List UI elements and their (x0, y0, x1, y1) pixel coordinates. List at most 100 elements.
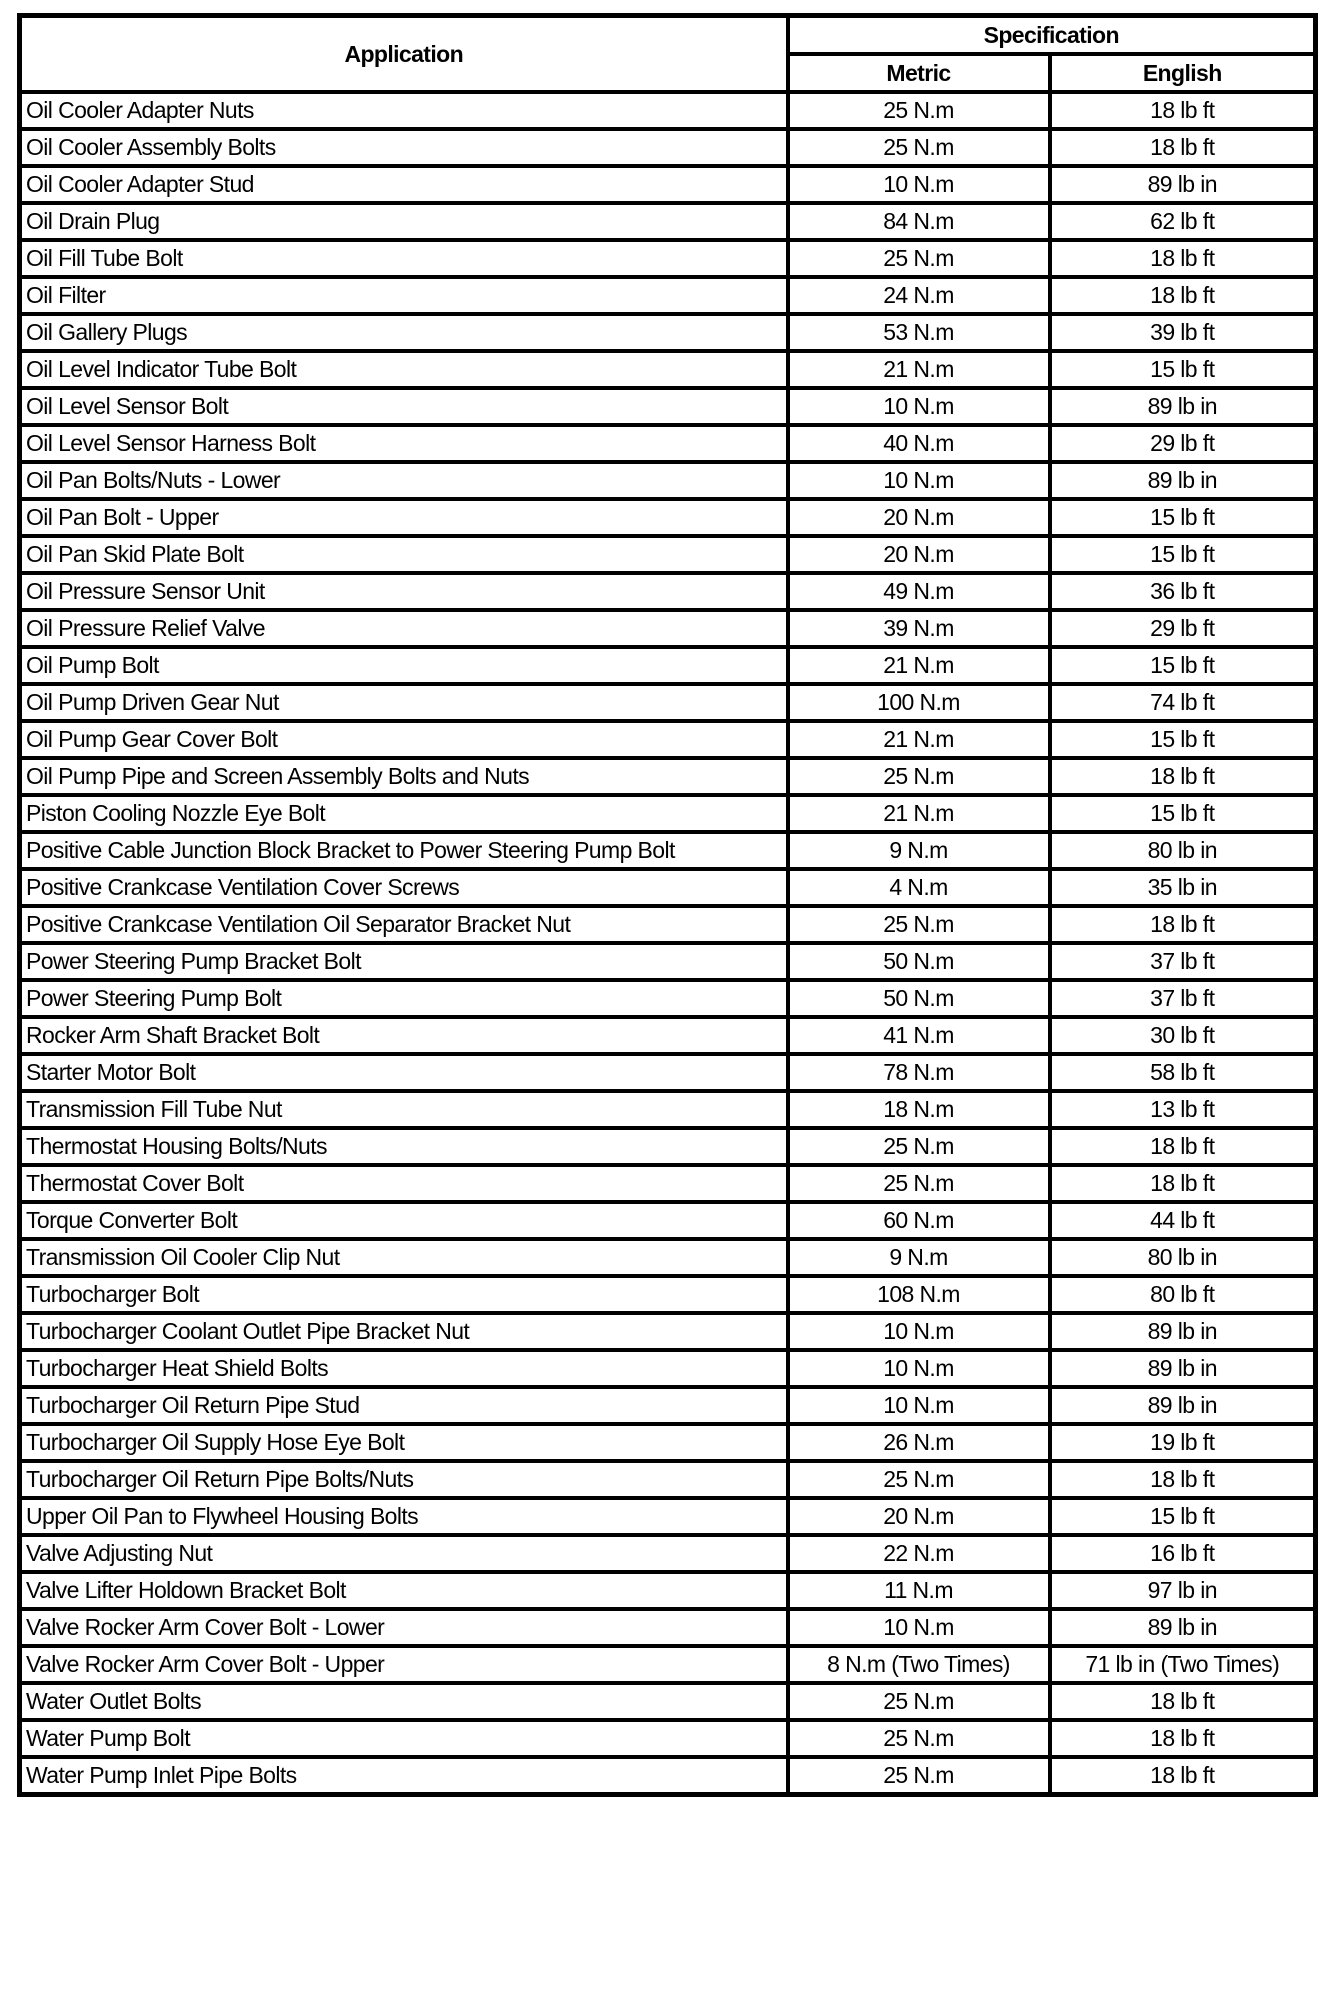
english-cell: 89 lb in (1047, 164, 1318, 205)
table-row: Transmission Oil Cooler Clip Nut 9 N.m 80 … (17, 1237, 1318, 1278)
header-application: Application (17, 13, 790, 94)
english-cell: 15 lb ft (1047, 497, 1318, 538)
english-cell: 15 lb ft (1047, 534, 1318, 575)
table-row: Oil Filter 24 N.m 18 lb ft (17, 275, 1318, 316)
english-cell: 89 lb in (1047, 1385, 1318, 1426)
english-cell: 89 lb in (1047, 1348, 1318, 1389)
table-row: Turbocharger Coolant Outlet Pipe Bracket… (17, 1311, 1318, 1352)
metric-cell: 21 N.m (785, 349, 1052, 390)
application-cell: Oil Cooler Adapter Stud (17, 164, 790, 205)
table-row: Oil Level Sensor Harness Bolt 40 N.m 29 lb… (17, 423, 1318, 464)
metric-cell: 9 N.m (785, 1237, 1052, 1278)
torque-spec-table: Application Specification Metric English… (17, 13, 1318, 1797)
english-cell: 62 lb ft (1047, 201, 1318, 242)
table-row: Torque Converter Bolt 60 N.m 44 lb ft (17, 1200, 1318, 1241)
application-cell: Oil Level Sensor Harness Bolt (17, 423, 790, 464)
application-cell: Upper Oil Pan to Flywheel Housing Bolts (17, 1496, 790, 1537)
metric-cell: 50 N.m (785, 941, 1052, 982)
english-cell: 89 lb in (1047, 460, 1318, 501)
table-row: Water Outlet Bolts 25 N.m 18 lb ft (17, 1681, 1318, 1722)
english-cell: 18 lb ft (1047, 1126, 1318, 1167)
header-specification: Specification (785, 13, 1318, 56)
english-cell: 80 lb in (1047, 830, 1318, 871)
table-row: Oil Level Sensor Bolt 10 N.m 89 lb in (17, 386, 1318, 427)
table-row: Turbocharger Bolt 108 N.m 80 lb ft (17, 1274, 1318, 1315)
metric-cell: 20 N.m (785, 497, 1052, 538)
application-cell: Oil Pump Pipe and Screen Assembly Bolts … (17, 756, 790, 797)
table-row: Turbocharger Oil Return Pipe Stud 10 N.m 8… (17, 1385, 1318, 1426)
table-row: Transmission Fill Tube Nut 18 N.m 13 lb ft (17, 1089, 1318, 1130)
application-cell: Transmission Fill Tube Nut (17, 1089, 790, 1130)
english-cell: 18 lb ft (1047, 127, 1318, 168)
english-cell: 58 lb ft (1047, 1052, 1318, 1093)
metric-cell: 21 N.m (785, 793, 1052, 834)
table-row: Oil Pump Bolt 21 N.m 15 lb ft (17, 645, 1318, 686)
application-cell: Oil Fill Tube Bolt (17, 238, 790, 279)
english-cell: 18 lb ft (1047, 238, 1318, 279)
english-cell: 36 lb ft (1047, 571, 1318, 612)
english-cell: 44 lb ft (1047, 1200, 1318, 1241)
header-english: English (1047, 52, 1318, 94)
table-row: Upper Oil Pan to Flywheel Housing Bolts 2… (17, 1496, 1318, 1537)
english-cell: 97 lb in (1047, 1570, 1318, 1611)
application-cell: Water Outlet Bolts (17, 1681, 790, 1722)
table-row: Oil Pressure Relief Valve 39 N.m 29 lb ft (17, 608, 1318, 649)
metric-cell: 25 N.m (785, 904, 1052, 945)
metric-cell: 25 N.m (785, 1718, 1052, 1759)
table-row: Positive Cable Junction Block Bracket to… (17, 830, 1318, 871)
application-cell: Valve Rocker Arm Cover Bolt - Upper (17, 1644, 790, 1685)
table-row: Piston Cooling Nozzle Eye Bolt 21 N.m 15 l… (17, 793, 1318, 834)
table-row: Oil Pump Driven Gear Nut 100 N.m 74 lb ft (17, 682, 1318, 723)
table-row: Valve Rocker Arm Cover Bolt - Upper 8 N.m… (17, 1644, 1318, 1685)
english-cell: 89 lb in (1047, 1607, 1318, 1648)
table-row: Valve Lifter Holdown Bracket Bolt 11 N.m 9… (17, 1570, 1318, 1611)
application-cell: Positive Crankcase Ventilation Oil Separ… (17, 904, 790, 945)
metric-cell: 10 N.m (785, 460, 1052, 501)
application-cell: Turbocharger Bolt (17, 1274, 790, 1315)
table-row: Valve Adjusting Nut 22 N.m 16 lb ft (17, 1533, 1318, 1574)
english-cell: 37 lb ft (1047, 978, 1318, 1019)
metric-cell: 25 N.m (785, 1126, 1052, 1167)
metric-cell: 53 N.m (785, 312, 1052, 353)
english-cell: 39 lb ft (1047, 312, 1318, 353)
metric-cell: 10 N.m (785, 1607, 1052, 1648)
english-cell: 35 lb in (1047, 867, 1318, 908)
english-cell: 16 lb ft (1047, 1533, 1318, 1574)
application-cell: Piston Cooling Nozzle Eye Bolt (17, 793, 790, 834)
metric-cell: 39 N.m (785, 608, 1052, 649)
english-cell: 80 lb ft (1047, 1274, 1318, 1315)
metric-cell: 10 N.m (785, 1385, 1052, 1426)
metric-cell: 84 N.m (785, 201, 1052, 242)
application-cell: Oil Pump Driven Gear Nut (17, 682, 790, 723)
table-row: Water Pump Inlet Pipe Bolts 25 N.m 18 lb f… (17, 1755, 1318, 1797)
table-row: Thermostat Housing Bolts/Nuts 25 N.m 18 lb… (17, 1126, 1318, 1167)
metric-cell: 10 N.m (785, 164, 1052, 205)
table-row: Oil Drain Plug 84 N.m 62 lb ft (17, 201, 1318, 242)
table-row: Positive Crankcase Ventilation Cover Scr… (17, 867, 1318, 908)
table-row: Oil Pump Gear Cover Bolt 21 N.m 15 lb ft (17, 719, 1318, 760)
application-cell: Oil Level Sensor Bolt (17, 386, 790, 427)
metric-cell: 100 N.m (785, 682, 1052, 723)
table-row: Thermostat Cover Bolt 25 N.m 18 lb ft (17, 1163, 1318, 1204)
metric-cell: 25 N.m (785, 1681, 1052, 1722)
application-cell: Thermostat Cover Bolt (17, 1163, 790, 1204)
metric-cell: 25 N.m (785, 1755, 1052, 1797)
metric-cell: 108 N.m (785, 1274, 1052, 1315)
table-row: Oil Pan Bolts/Nuts - Lower 10 N.m 89 lb in (17, 460, 1318, 501)
metric-cell: 25 N.m (785, 756, 1052, 797)
application-cell: Turbocharger Oil Return Pipe Stud (17, 1385, 790, 1426)
metric-cell: 21 N.m (785, 645, 1052, 686)
application-cell: Water Pump Bolt (17, 1718, 790, 1759)
metric-cell: 60 N.m (785, 1200, 1052, 1241)
table-row: Power Steering Pump Bracket Bolt 50 N.m 37… (17, 941, 1318, 982)
table-row: Oil Fill Tube Bolt 25 N.m 18 lb ft (17, 238, 1318, 279)
table-row: Oil Pan Skid Plate Bolt 20 N.m 15 lb ft (17, 534, 1318, 575)
table-row: Turbocharger Heat Shield Bolts 10 N.m 89 l… (17, 1348, 1318, 1389)
metric-cell: 25 N.m (785, 127, 1052, 168)
metric-cell: 25 N.m (785, 238, 1052, 279)
metric-cell: 40 N.m (785, 423, 1052, 464)
application-cell: Transmission Oil Cooler Clip Nut (17, 1237, 790, 1278)
english-cell: 18 lb ft (1047, 275, 1318, 316)
table-row: Oil Cooler Adapter Nuts 25 N.m 18 lb ft (17, 90, 1318, 131)
english-cell: 15 lb ft (1047, 1496, 1318, 1537)
